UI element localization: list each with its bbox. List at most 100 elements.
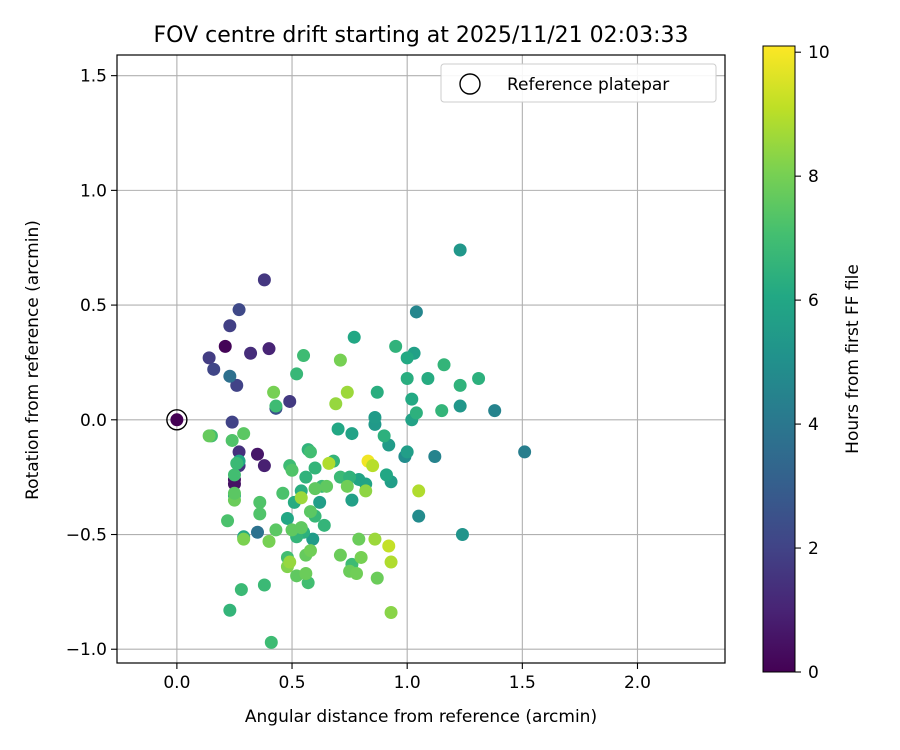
y-tick-label: −1.0	[66, 640, 107, 660]
data-point	[269, 399, 283, 413]
data-point	[400, 351, 414, 365]
colorbar-tick-label: 0	[808, 663, 819, 683]
data-point	[320, 479, 334, 493]
data-point	[412, 509, 426, 523]
data-point	[409, 305, 423, 319]
data-point	[218, 339, 232, 353]
data-point	[285, 463, 299, 477]
reference-marker	[166, 409, 188, 431]
data-point	[223, 319, 237, 333]
data-point	[308, 461, 322, 475]
data-point	[225, 433, 239, 447]
data-point	[347, 330, 361, 344]
plot-frame	[116, 54, 726, 664]
data-point	[225, 415, 239, 429]
data-point	[350, 567, 364, 581]
data-point	[253, 507, 267, 521]
data-point	[366, 459, 380, 473]
data-point	[294, 521, 308, 535]
data-point	[453, 399, 467, 413]
x-tick-label: 2.0	[624, 673, 651, 693]
colorbar: 0 2 4 6 8 10 Hours from first FF file	[762, 43, 863, 683]
data-point	[428, 450, 442, 464]
data-point	[276, 486, 290, 500]
data-point	[340, 479, 354, 493]
data-point	[421, 372, 435, 386]
data-point	[297, 349, 311, 363]
data-point	[412, 484, 426, 498]
data-point	[435, 404, 449, 418]
data-point	[354, 550, 368, 564]
x-axis-label: Angular distance from reference (arcmin)	[245, 707, 597, 727]
data-point	[333, 470, 347, 484]
data-point	[345, 427, 359, 441]
y-axis-label: Rotation from reference (arcmin)	[23, 220, 43, 500]
data-point	[257, 578, 271, 592]
data-point	[253, 495, 267, 509]
data-point	[207, 362, 221, 376]
data-point	[368, 532, 382, 546]
data-point	[230, 456, 244, 470]
data-point	[234, 583, 248, 597]
data-point	[269, 523, 283, 537]
data-point	[262, 534, 276, 548]
colorbar-tick-label: 6	[808, 291, 819, 311]
data-point	[227, 477, 241, 491]
colorbar-label: Hours from first FF file	[843, 264, 863, 454]
data-point	[303, 505, 317, 519]
data-point	[389, 339, 403, 353]
colorbar-tick-label: 2	[808, 539, 819, 559]
data-point	[264, 635, 278, 649]
data-point	[244, 346, 258, 360]
data-point	[313, 495, 327, 509]
x-tick-label: 0.0	[163, 673, 190, 693]
data-point	[333, 353, 347, 367]
x-tick-label: 0.5	[279, 673, 306, 693]
data-point	[170, 413, 184, 427]
data-point	[299, 470, 313, 484]
data-point	[232, 303, 246, 317]
y-tick-label: 0.0	[80, 411, 107, 431]
legend-box	[440, 63, 717, 103]
data-point	[262, 342, 276, 356]
x-tick-label: 1.0	[394, 673, 421, 693]
data-point	[290, 367, 304, 381]
data-point	[453, 378, 467, 392]
y-tick-label: −0.5	[66, 526, 107, 546]
data-point	[409, 406, 423, 420]
data-point	[221, 514, 235, 528]
data-point	[329, 397, 343, 411]
data-point	[400, 445, 414, 459]
data-point	[455, 528, 469, 542]
colorbar-gradient	[762, 45, 796, 673]
data-point	[237, 427, 251, 441]
data-point	[283, 555, 297, 569]
data-point	[345, 493, 359, 507]
data-points	[166, 243, 532, 649]
data-point	[257, 459, 271, 473]
data-point	[257, 273, 271, 287]
colorbar-tick-label: 8	[808, 167, 819, 187]
data-point	[202, 429, 216, 443]
data-point	[405, 392, 419, 406]
data-point	[322, 456, 336, 470]
data-point	[237, 532, 251, 546]
data-point	[308, 482, 322, 496]
data-point	[267, 385, 281, 399]
data-point	[294, 491, 308, 505]
legend-entry-reference: Reference platepar	[507, 75, 669, 95]
y-tick-label: 1.5	[80, 67, 107, 87]
data-point	[377, 429, 391, 443]
data-point	[227, 486, 241, 500]
legend: Reference platepar	[440, 63, 717, 103]
data-point	[518, 445, 532, 459]
data-point	[303, 544, 317, 558]
x-axis: 0.0 0.5 1.0 1.5 2.0	[163, 663, 651, 693]
data-point	[384, 555, 398, 569]
data-point	[379, 468, 393, 482]
legend-marker-icon	[459, 73, 481, 95]
data-point	[370, 571, 384, 585]
data-point	[400, 372, 414, 386]
data-point	[306, 532, 320, 546]
y-tick-label: 1.0	[80, 181, 107, 201]
